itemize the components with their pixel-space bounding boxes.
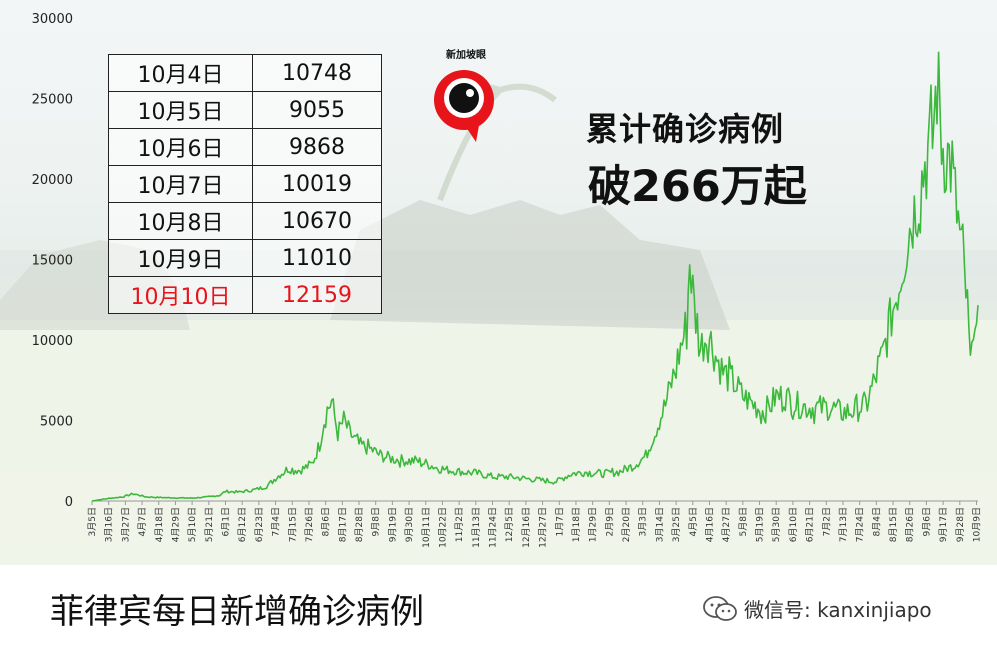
x-tick-label: 7月2日 (821, 507, 832, 536)
x-tick-label: 10月11日 (421, 507, 432, 548)
table-date-cell: 10月7日 (108, 165, 253, 203)
table-date-cell: 10月4日 (108, 54, 253, 92)
x-tick-label: 5月19日 (755, 507, 766, 542)
x-tick-label: 4月5日 (688, 507, 699, 536)
x-tick-label: 9月17日 (938, 507, 949, 542)
table-row: 10月7日 10019 (108, 165, 382, 203)
table-date-cell: 10月6日 (108, 128, 253, 166)
table-row: 10月9日 11010 (108, 239, 382, 277)
x-tick-label: 8月17日 (337, 507, 348, 542)
table-date-cell: 10月9日 (108, 239, 253, 277)
table-count-cell: 10748 (252, 54, 382, 92)
x-tick-label: 7月15日 (287, 507, 298, 542)
x-tick-label: 9月8日 (371, 507, 382, 536)
x-tick-label: 1月7日 (554, 507, 565, 536)
series-line (91, 51, 979, 502)
logo-text: 新加坡眼 (446, 50, 486, 61)
table-count-cell: 9055 (252, 91, 382, 129)
x-tick-label: 5月8日 (738, 507, 749, 536)
y-tick-label: 5000 (40, 415, 73, 430)
x-tick-label: 3月16日 (104, 507, 115, 542)
x-tick-label: 7月13日 (838, 507, 849, 542)
table-row: 10月10日 12159 (108, 276, 382, 314)
x-tick-label: 5月30日 (771, 507, 782, 542)
x-tick-label: 1月29日 (588, 507, 599, 542)
table-count-cell: 12159 (252, 276, 382, 314)
logo: 新加坡眼 (426, 46, 506, 144)
x-tick-label: 3月5日 (87, 507, 98, 536)
y-tick-label: 25000 (32, 93, 73, 108)
x-tick-label: 6月21日 (805, 507, 816, 542)
x-tick-label: 4月29日 (170, 507, 181, 542)
x-tick-label: 8月15日 (888, 507, 899, 542)
x-tick-label: 9月6日 (921, 507, 932, 536)
x-tick-label: 7月24日 (855, 507, 866, 542)
table-count-cell: 10670 (252, 202, 382, 240)
y-tick-label: 15000 (32, 254, 73, 269)
table-row: 10月4日 10748 (108, 54, 382, 92)
beach-background (0, 83, 997, 565)
table-row: 10月8日 10670 (108, 202, 382, 240)
table-row: 10月6日 9868 (108, 128, 382, 166)
x-tick-label: 5月21日 (204, 507, 215, 542)
table-date-cell: 10月10日 (108, 276, 253, 314)
eye-logo-icon (434, 70, 494, 142)
x-tick-label: 7月4日 (271, 507, 282, 536)
x-tick-label: 12月16日 (521, 507, 532, 548)
headline-total-cases: 累计确诊病例 (586, 110, 785, 148)
chart-area: 0 5000 10000 15000 20000 25000 30000 3月5日 3月16日… (0, 0, 997, 565)
line-chart: 0 5000 10000 15000 20000 25000 30000 3月5日 3月16日… (32, 12, 983, 548)
table-date-cell: 10月5日 (108, 91, 253, 129)
x-tick-label: 8月6日 (321, 507, 332, 536)
x-tick-label: 12月5日 (504, 507, 515, 542)
x-tick-label: 8月4日 (871, 507, 882, 536)
x-tick-label: 2月20日 (621, 507, 632, 542)
x-tick-label: 3月27日 (120, 507, 131, 542)
x-tick-label: 6月1日 (221, 507, 232, 536)
y-tick-label: 30000 (32, 12, 73, 27)
x-tick-label: 12月27日 (538, 507, 549, 548)
x-tick-label: 8月28日 (354, 507, 365, 542)
table-row: 10月5日 9055 (108, 91, 382, 129)
headline-milestone: 破266万起 (588, 162, 807, 212)
x-tick-label: 10月9日 (971, 507, 982, 542)
x-tick-label: 4月16日 (704, 507, 715, 542)
x-tick-label: 11月24日 (488, 507, 499, 548)
x-tick-label: 9月30日 (404, 507, 415, 542)
x-tick-label: 11月13日 (471, 507, 482, 548)
x-tick-label: 3月25日 (671, 507, 682, 542)
table-count-cell: 9868 (252, 128, 382, 166)
wechat-icon (703, 595, 737, 621)
x-tick-label: 4月18日 (154, 507, 165, 542)
x-tick-label: 3月14日 (654, 507, 665, 542)
x-tick-label: 3月3日 (638, 507, 649, 536)
table-count-cell: 11010 (252, 239, 382, 277)
x-tick-label: 10月22日 (437, 507, 448, 548)
x-tick-label: 4月7日 (137, 507, 148, 536)
x-tick-label: 11月2日 (454, 507, 465, 542)
x-tick-label: 6月12日 (237, 507, 248, 542)
x-tick-label: 6月10日 (788, 507, 799, 542)
x-tick-label: 4月27日 (721, 507, 732, 542)
x-axis: 3月5日 3月16日 3月27日 4月7日 4月18日 4月29日 5月10日 5月21日 6月… (87, 501, 982, 548)
x-tick-label: 2月9日 (604, 507, 615, 536)
x-tick-label: 5月10日 (187, 507, 198, 542)
x-tick-label: 1月18日 (571, 507, 582, 542)
recent-cases-table: 10月4日 10748 10月5日 9055 10月6日 9868 10月7日 10019 10… (108, 54, 382, 314)
y-tick-label: 10000 (32, 334, 73, 349)
wechat-id: 微信号: kanxinjiapo (744, 598, 932, 622)
x-tick-label: 9月19日 (387, 507, 398, 542)
x-tick-label: 6月23日 (254, 507, 265, 542)
y-tick-label: 0 (65, 495, 73, 510)
table-date-cell: 10月8日 (108, 202, 253, 240)
wechat-watermark: 微信号: kanxinjiapo (702, 594, 932, 623)
x-tick-label: 7月26日 (304, 507, 315, 542)
y-tick-label: 20000 (32, 173, 73, 188)
chart-caption: 菲律宾每日新增确诊病例 (50, 592, 424, 632)
y-axis: 0 5000 10000 15000 20000 25000 30000 (32, 12, 73, 510)
x-tick-label: 9月28日 (955, 507, 966, 542)
x-tick-label: 8月26日 (905, 507, 916, 542)
table-count-cell: 10019 (252, 165, 382, 203)
